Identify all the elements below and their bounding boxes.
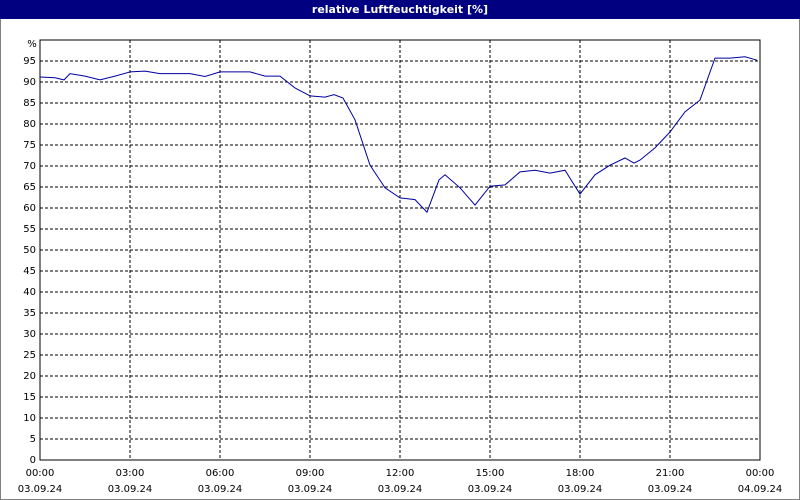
y-tick-label: 65 bbox=[23, 182, 36, 193]
x-tick-label: 03:00 bbox=[116, 468, 145, 479]
x-tick-label: 00:00 bbox=[26, 468, 55, 479]
y-tick-label: 50 bbox=[23, 245, 36, 256]
y-tick-label: 90 bbox=[23, 77, 36, 88]
y-tick-label: 5 bbox=[30, 434, 36, 445]
y-tick-label: 0 bbox=[30, 455, 36, 466]
y-axis-label: % bbox=[27, 39, 37, 50]
y-tick-label: 20 bbox=[23, 371, 36, 382]
x-tick-label: 21:00 bbox=[656, 468, 685, 479]
x-tick-label: 00:00 bbox=[746, 468, 775, 479]
y-tick-label: 70 bbox=[23, 161, 36, 172]
y-tick-label: 60 bbox=[23, 203, 36, 214]
y-tick-label: 55 bbox=[23, 224, 36, 235]
x-tick-date: 03.09.24 bbox=[108, 484, 153, 495]
x-tick-label: 06:00 bbox=[206, 468, 235, 479]
y-tick-label: 95 bbox=[23, 56, 36, 67]
x-tick-date: 03.09.24 bbox=[18, 484, 63, 495]
chart-title: relative Luftfeuchtigkeit [%] bbox=[312, 3, 488, 16]
y-tick-label: 10 bbox=[23, 413, 36, 424]
y-tick-label: 45 bbox=[23, 266, 36, 277]
x-tick-date: 03.09.24 bbox=[378, 484, 423, 495]
y-tick-label: 25 bbox=[23, 350, 36, 361]
x-tick-label: 09:00 bbox=[296, 468, 325, 479]
x-tick-label: 18:00 bbox=[566, 468, 595, 479]
y-tick-label: 85 bbox=[23, 98, 36, 109]
y-tick-label: 80 bbox=[23, 119, 36, 130]
title-bar bbox=[0, 0, 800, 19]
y-tick-label: 40 bbox=[23, 287, 36, 298]
x-tick-label: 15:00 bbox=[476, 468, 505, 479]
x-tick-date: 03.09.24 bbox=[198, 484, 243, 495]
x-tick-date: 03.09.24 bbox=[558, 484, 603, 495]
x-tick-date: 03.09.24 bbox=[288, 484, 333, 495]
y-tick-label: 15 bbox=[23, 392, 36, 403]
y-tick-label: 75 bbox=[23, 140, 36, 151]
x-tick-label: 12:00 bbox=[386, 468, 415, 479]
data-line bbox=[39, 56, 758, 214]
x-tick-date: 03.09.24 bbox=[648, 484, 693, 495]
x-tick-date: 04.09.24 bbox=[738, 484, 783, 495]
y-tick-label: 35 bbox=[23, 308, 36, 319]
x-tick-date: 03.09.24 bbox=[468, 484, 513, 495]
y-tick-label: 30 bbox=[23, 329, 36, 340]
